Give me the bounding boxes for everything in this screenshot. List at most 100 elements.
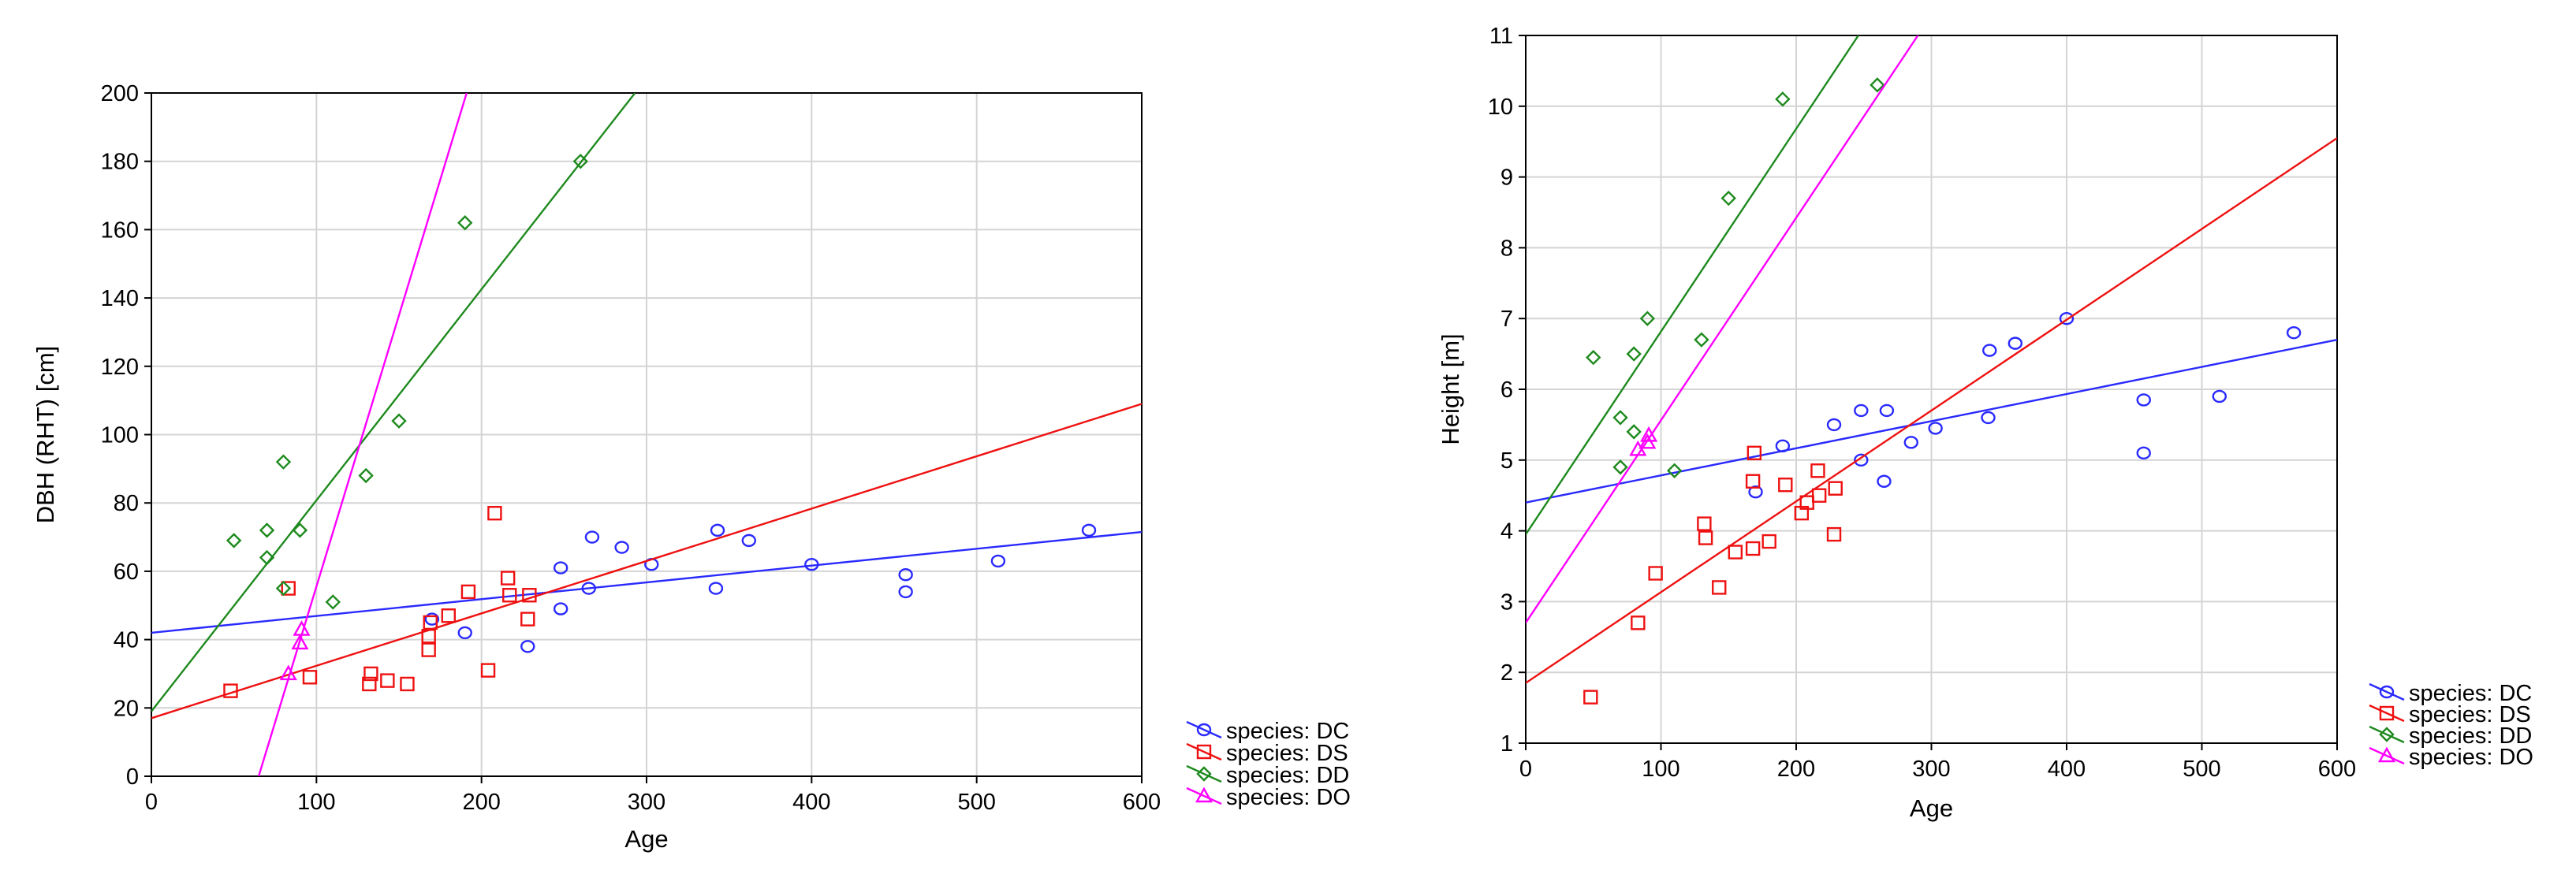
legend-marker bbox=[1195, 786, 1213, 803]
data-point-dd bbox=[275, 454, 292, 470]
data-point-dc bbox=[2136, 393, 2151, 407]
x-tick-label: 200 bbox=[462, 790, 500, 815]
legend-label: species: DO bbox=[2409, 745, 2533, 770]
x-tick-label: 300 bbox=[1912, 757, 1950, 782]
y-tick-label: 4 bbox=[1500, 519, 1513, 545]
x-tick-label: 400 bbox=[792, 790, 830, 815]
data-point-dc bbox=[1903, 436, 1918, 449]
data-point-dd bbox=[1586, 349, 1601, 366]
data-point-ds bbox=[1778, 478, 1793, 493]
data-point-dc bbox=[1981, 411, 1996, 425]
y-tick-label: 8 bbox=[1500, 236, 1513, 261]
legend-item-dc: species: DC bbox=[2369, 681, 2532, 706]
data-point-dd bbox=[325, 594, 341, 610]
data-point-ds bbox=[423, 615, 438, 630]
data-point-dd bbox=[457, 215, 473, 231]
fit-line-dc bbox=[151, 530, 1142, 634]
data-point-ds bbox=[1745, 541, 1761, 556]
legend-label: species: DD bbox=[2409, 723, 2532, 749]
y-tick-label: 6 bbox=[1500, 377, 1513, 403]
x-tick-label: 300 bbox=[628, 790, 665, 815]
y-tick-label: 160 bbox=[101, 218, 139, 243]
data-point-dd bbox=[572, 154, 588, 169]
data-point-ds bbox=[1698, 530, 1713, 545]
series-do bbox=[257, 93, 468, 776]
legend-marker bbox=[2379, 685, 2395, 699]
y-tick-label: 20 bbox=[114, 696, 139, 721]
data-point-ds bbox=[522, 588, 537, 603]
data-point-dd bbox=[358, 467, 374, 484]
series-dd bbox=[151, 93, 636, 712]
data-point-ds bbox=[362, 676, 377, 692]
data-point-dd bbox=[1612, 410, 1628, 426]
legend-label: species: DS bbox=[2409, 702, 2531, 727]
series-dc bbox=[151, 523, 1142, 653]
data-point-ds bbox=[223, 683, 238, 698]
data-point-dc bbox=[898, 568, 913, 582]
data-point-ds bbox=[480, 663, 496, 678]
data-point-ds bbox=[1631, 615, 1646, 630]
y-axis-title: DBH (RHT) [cm] bbox=[32, 346, 59, 524]
series-ds bbox=[151, 403, 1142, 720]
data-point-do bbox=[293, 620, 311, 636]
data-point-dd bbox=[1639, 310, 1656, 326]
series-ds bbox=[1526, 137, 2337, 705]
x-tick-label: 600 bbox=[1123, 790, 1161, 815]
data-point-dc bbox=[2136, 446, 2151, 460]
y-tick-label: 9 bbox=[1500, 165, 1513, 191]
data-point-ds bbox=[1648, 566, 1663, 581]
plot-area bbox=[1526, 35, 2337, 705]
legend-line bbox=[2369, 746, 2405, 765]
data-point-ds bbox=[520, 612, 535, 627]
legend-item-dd: species: DD bbox=[1186, 763, 1349, 788]
legend-item-dd: species: DD bbox=[2369, 723, 2532, 749]
legend-item-dc: species: DC bbox=[1186, 719, 1349, 744]
data-point-dc bbox=[804, 558, 819, 571]
data-point-dc bbox=[741, 534, 756, 548]
x-axis-title: Age bbox=[1910, 794, 1953, 822]
data-point-ds bbox=[502, 588, 517, 603]
data-point-ds bbox=[1728, 545, 1743, 560]
legend-item-ds: species: DS bbox=[2369, 702, 2531, 727]
data-point-ds bbox=[1811, 488, 1827, 503]
data-point-dc bbox=[898, 585, 913, 599]
legend-item-ds: species: DS bbox=[1186, 741, 1348, 766]
data-point-dc bbox=[553, 602, 569, 615]
series-do bbox=[1526, 35, 1919, 624]
data-point-ds bbox=[281, 581, 296, 596]
data-point-do bbox=[1640, 426, 1658, 442]
legend-line bbox=[1186, 742, 1222, 761]
legend-marker bbox=[2379, 705, 2395, 721]
fit-line-ds bbox=[1526, 137, 2337, 684]
y-tick-label: 120 bbox=[101, 355, 139, 380]
data-point-dc bbox=[457, 626, 472, 640]
y-tick-label: 5 bbox=[1500, 448, 1513, 474]
y-axis-title: Height [m] bbox=[1437, 333, 1464, 444]
data-point-dc bbox=[520, 640, 535, 653]
y-tick-label: 200 bbox=[101, 81, 139, 106]
y-tick-label: 7 bbox=[1500, 307, 1513, 332]
data-point-dd bbox=[391, 413, 407, 429]
data-point-dc bbox=[553, 561, 569, 575]
legend-marker bbox=[2379, 727, 2395, 742]
data-point-dc bbox=[1928, 422, 1943, 435]
legend-marker bbox=[1196, 723, 1212, 737]
y-tick-label: 60 bbox=[114, 560, 139, 585]
y-tick-label: 40 bbox=[114, 628, 139, 653]
data-point-dd bbox=[1626, 424, 1642, 440]
x-axis-title: Age bbox=[624, 825, 668, 853]
fit-line-dd bbox=[151, 93, 636, 712]
y-tick-label: 140 bbox=[101, 286, 139, 311]
legend-label: species: DD bbox=[1226, 763, 1349, 788]
data-point-dc bbox=[2286, 325, 2302, 340]
x-tick-label: 0 bbox=[1519, 757, 1532, 782]
fit-line-do bbox=[1526, 35, 1919, 624]
data-point-dd bbox=[292, 522, 308, 538]
legend-label: species: DC bbox=[1226, 719, 1349, 744]
ticks: 0 100 200 300 400 500 600 1 2 3 4 5 6 7 8 9 10 11 bbox=[1488, 24, 2356, 782]
data-point-ds bbox=[1747, 445, 1762, 461]
data-point-dd bbox=[226, 533, 242, 548]
legend-line bbox=[2369, 682, 2405, 701]
